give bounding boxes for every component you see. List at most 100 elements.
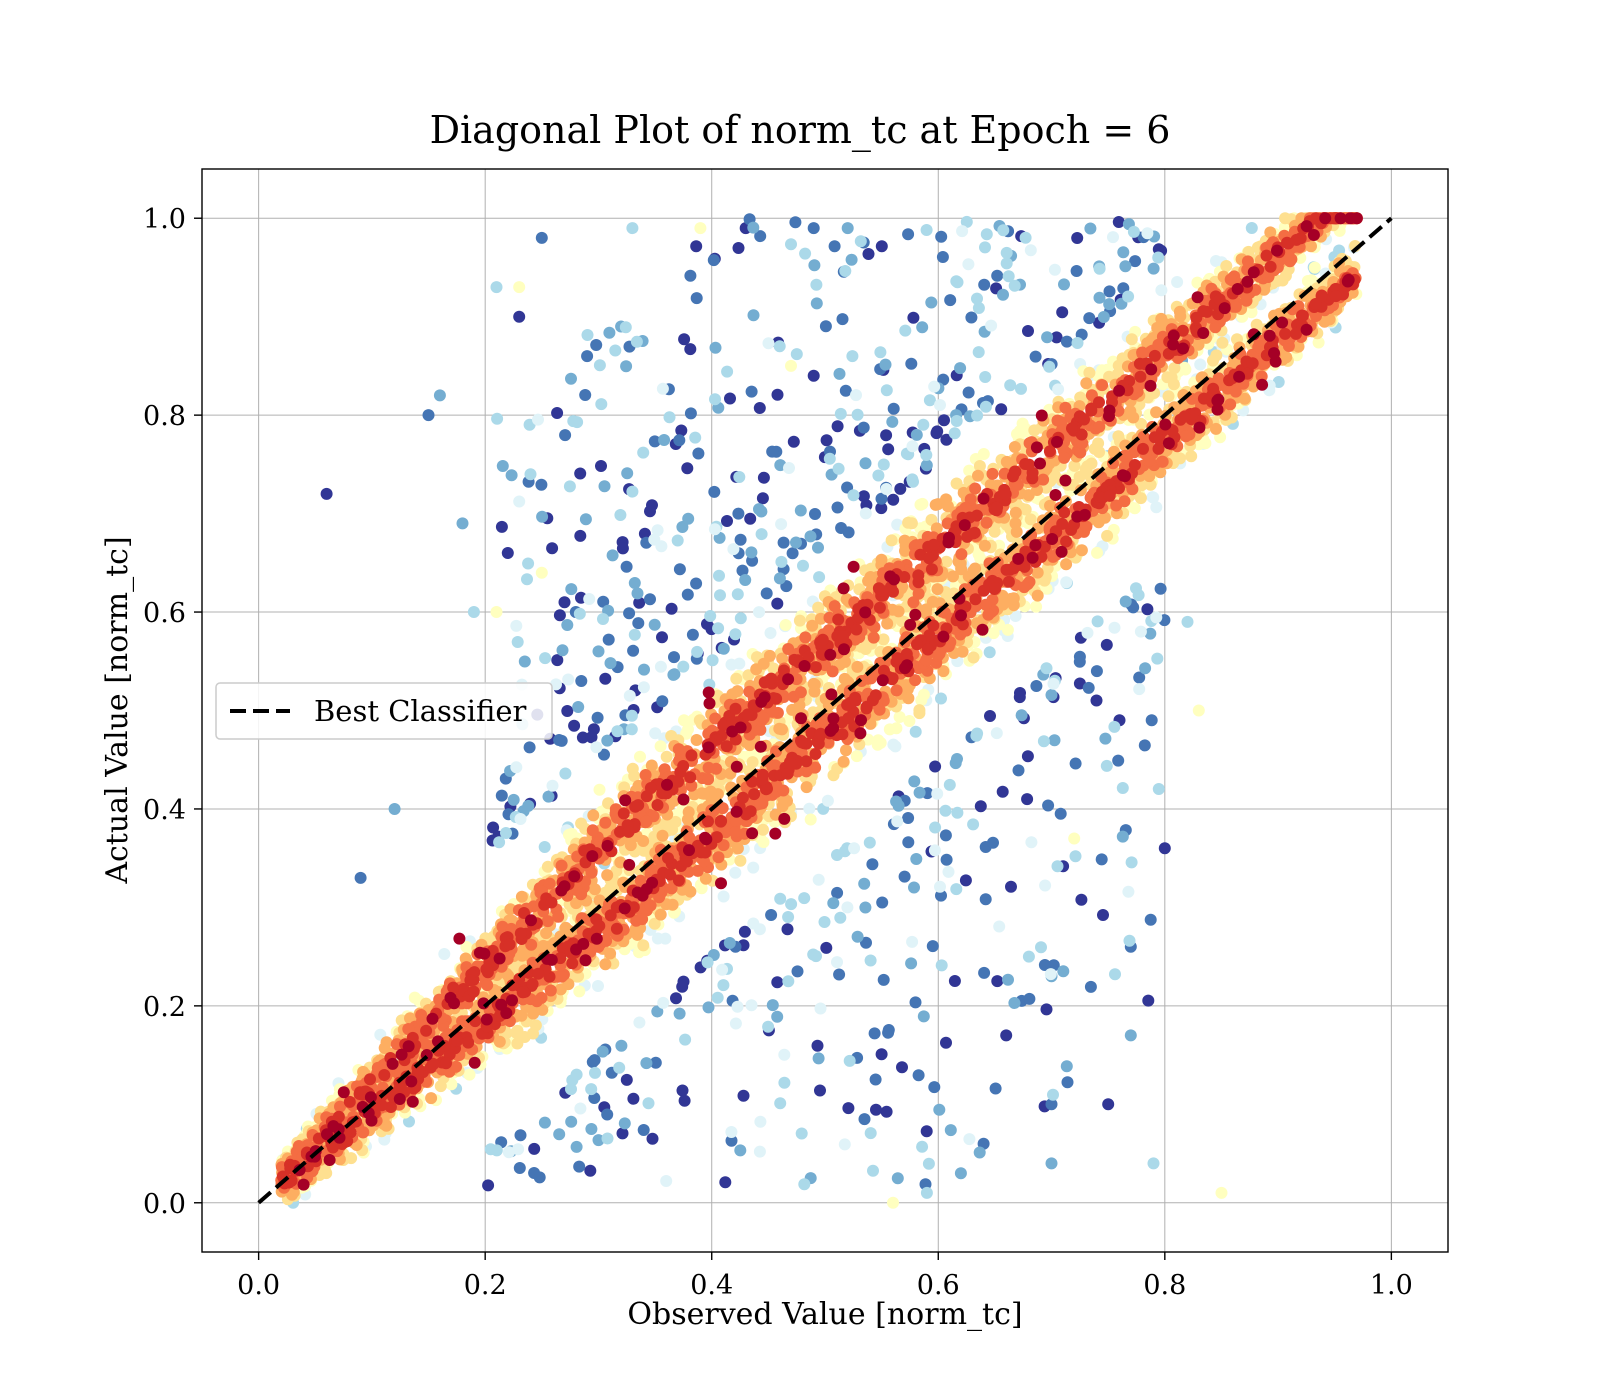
scatter-point [980, 516, 993, 529]
scatter-point [864, 571, 877, 583]
scatter-point [644, 505, 656, 518]
scatter-point [926, 595, 939, 608]
scatter-point [828, 240, 841, 253]
scatter-point [1241, 255, 1254, 268]
scatter-point [793, 699, 806, 712]
scatter-point [1165, 371, 1178, 384]
scatter-point [1191, 276, 1204, 289]
scatter-point [859, 507, 872, 520]
scatter-point [584, 1164, 597, 1177]
scatter-point [896, 580, 909, 593]
scatter-point [1192, 338, 1205, 351]
scatter-point [800, 765, 813, 778]
scatter-point [978, 278, 991, 291]
scatter-point [912, 1069, 925, 1082]
scatter-point [783, 462, 795, 474]
scatter-point [574, 1102, 587, 1115]
scatter-point [574, 467, 587, 480]
scatter-point [559, 767, 572, 780]
scatter-point [496, 460, 509, 472]
scatter-point [541, 860, 554, 873]
scatter-point [920, 1186, 933, 1199]
scatter-point [673, 1007, 686, 1020]
scatter-point [1045, 689, 1058, 701]
scatter-point [1040, 662, 1053, 675]
scatter-point [699, 872, 712, 885]
scatter-point [632, 617, 645, 630]
scatter-point [620, 1073, 633, 1086]
scatter-point [487, 821, 500, 834]
scatter-point [890, 722, 903, 735]
scatter-point [1024, 244, 1037, 257]
scatter-point [625, 709, 638, 722]
scatter-point [1220, 260, 1233, 272]
scatter-point [590, 741, 603, 754]
scatter-point [697, 787, 710, 800]
scatter-point [928, 1081, 941, 1094]
scatter-point [841, 901, 854, 914]
scatter-point [793, 614, 806, 627]
scatter-point [663, 411, 676, 424]
scatter-point [604, 657, 617, 670]
scatter-point [944, 1124, 957, 1137]
scatter-point [940, 433, 953, 446]
scatter-point [1150, 501, 1163, 514]
scatter-point [913, 704, 926, 717]
scatter-point [702, 773, 715, 786]
scatter-point [766, 705, 779, 718]
scatter-point [1192, 704, 1205, 717]
scatter-point [885, 534, 898, 547]
scatter-point [727, 543, 740, 556]
scatter-point [933, 1103, 946, 1116]
scatter-point [959, 874, 972, 887]
scatter-point [1305, 240, 1317, 253]
scatter-point [909, 996, 922, 1009]
scatter-point [991, 269, 1004, 282]
scatter-point [572, 701, 585, 713]
scatter-point [639, 769, 652, 781]
scatter-point [942, 865, 955, 878]
scatter-point [771, 597, 784, 610]
scatter-point [591, 711, 604, 724]
scatter-point [501, 547, 514, 559]
scatter-point [684, 407, 697, 420]
scatter-point [1107, 231, 1119, 244]
scatter-point [585, 731, 598, 744]
scatter-point [637, 446, 650, 459]
scatter-point [790, 348, 803, 361]
scatter-point [892, 605, 905, 618]
scatter-point [1210, 349, 1223, 362]
scatter-point [810, 950, 822, 963]
scatter-point [562, 673, 575, 686]
scatter-point [678, 333, 691, 346]
scatter-point [1060, 1060, 1073, 1073]
scatter-point [909, 725, 922, 738]
scatter-point [794, 504, 807, 517]
scatter-point [973, 1146, 986, 1159]
scatter-point [691, 864, 704, 877]
scatter-point [926, 940, 939, 953]
scatter-point [1108, 621, 1121, 634]
scatter-point [637, 681, 650, 694]
scatter-point [972, 469, 984, 482]
scatter-point [535, 478, 548, 491]
scatter-point [546, 542, 559, 555]
scatter-point [637, 939, 650, 952]
scatter-point [1069, 850, 1082, 863]
scatter-point [585, 1123, 598, 1135]
scatter-point [716, 802, 729, 815]
scatter-point [754, 1115, 767, 1128]
scatter-point [574, 529, 587, 542]
scatter-point [973, 460, 986, 472]
scatter-point [706, 654, 719, 667]
scatter-point [876, 896, 889, 909]
scatter-point [1112, 359, 1125, 372]
scatter-point [573, 1160, 586, 1173]
scatter-point [841, 222, 854, 235]
scatter-point [535, 231, 548, 244]
scatter-point [546, 779, 559, 792]
scatter-point [902, 836, 915, 849]
scatter-point [686, 628, 699, 641]
scatter-point [729, 866, 742, 879]
scatter-point [731, 588, 744, 601]
